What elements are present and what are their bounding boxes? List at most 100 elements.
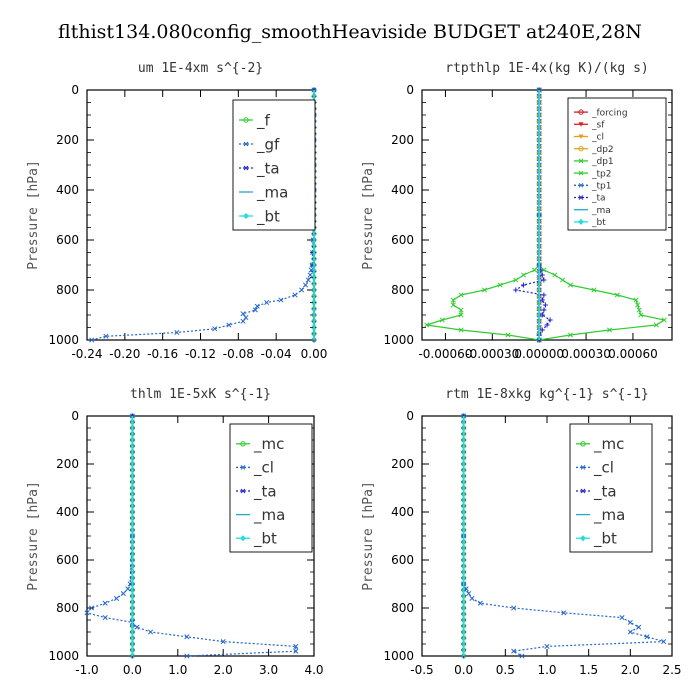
x-tick-label: -1.0 — [75, 663, 98, 677]
y-tick-label: 1000 — [383, 649, 414, 663]
legend-label: _dp2 — [591, 145, 614, 155]
series-ta — [513, 87, 553, 343]
legend-item: _tp1 — [574, 181, 611, 191]
x-tick-label: -0.12 — [185, 347, 216, 361]
legend-label: _ma — [591, 206, 611, 216]
legend-item: _cl — [576, 459, 614, 478]
x-tick-label: 1.0 — [168, 663, 187, 677]
legend-item: _gf — [239, 135, 280, 154]
y-tick-label: 200 — [56, 457, 79, 471]
point-marker — [439, 317, 445, 323]
legend-label: _bt — [253, 529, 277, 548]
legend-item: _cl — [236, 459, 274, 478]
point-marker — [84, 610, 90, 616]
legend-marker — [580, 441, 586, 447]
point-marker — [541, 292, 547, 298]
legend-box — [232, 99, 316, 231]
x-tick-label: 2.0 — [214, 663, 233, 677]
point-marker — [220, 639, 226, 645]
legend-label: _mc — [253, 435, 284, 454]
legend-marker — [580, 488, 586, 494]
legend-label: _ta — [256, 159, 280, 178]
legend-label: _ta — [253, 482, 277, 501]
point-marker — [539, 327, 545, 333]
y-tick-label: 800 — [391, 601, 414, 615]
legend-label: _ma — [593, 506, 625, 525]
legend: _mc _cl _ta _ma _bt — [229, 423, 313, 553]
legend-marker — [580, 465, 586, 470]
y-tick-label: 0 — [406, 409, 414, 423]
x-tick-label: 0.0 — [454, 663, 473, 677]
x-tick-label: -0.16 — [147, 347, 178, 361]
y-tick-label: 600 — [56, 233, 79, 247]
legend-label: _tp2 — [591, 169, 611, 179]
legend-marker — [243, 141, 249, 147]
legend-marker — [578, 109, 584, 115]
point-marker — [299, 287, 305, 293]
x-tick-label: 2.5 — [662, 663, 681, 677]
point-marker — [541, 267, 547, 273]
legend-label: _cl — [591, 133, 604, 143]
legend-item: _ta — [574, 194, 606, 204]
legend: _mc _cl _ta _ma _bt — [569, 423, 653, 553]
legend-item: _mc — [576, 435, 624, 454]
figure-title: flthist134.080config_smoothHeaviside BUD… — [58, 21, 642, 43]
point-marker — [148, 629, 154, 635]
y-tick-label: 600 — [391, 233, 414, 247]
legend-item: _bt — [574, 218, 606, 228]
point-marker — [184, 634, 190, 640]
point-marker — [541, 307, 547, 313]
point-marker — [252, 307, 258, 313]
y-axis-label: Pressure [hPa] — [361, 481, 376, 591]
x-tick-label: -0.5 — [410, 663, 433, 677]
x-tick-label: 0.00030 — [561, 347, 611, 361]
chart-panel-4: rtm 1E-8xkg kg^{-1} s^{-1} Pressure [hPa]… — [361, 387, 682, 677]
legend-label: _forcing — [591, 108, 628, 118]
point-marker — [184, 653, 190, 659]
y-tick-label: 400 — [56, 183, 79, 197]
legend-box — [569, 423, 653, 553]
legend-marker — [578, 218, 584, 225]
legend: _forcing _sf _cl _dp2 _dp1 _tp2 _tp1 _ta _ma _bt — [567, 97, 667, 231]
y-tick-label: 200 — [56, 133, 79, 147]
point-marker — [567, 332, 573, 338]
point-marker — [458, 327, 464, 333]
point-marker — [305, 277, 311, 283]
legend-label: _ma — [256, 183, 288, 202]
point-marker — [627, 619, 633, 625]
point-marker — [212, 326, 218, 332]
legend-label: _bt — [593, 529, 617, 548]
x-tick-label: -0.20 — [109, 347, 140, 361]
y-tick-label: 1000 — [48, 333, 79, 347]
point-marker — [606, 327, 613, 333]
point-marker — [619, 615, 625, 621]
legend-box — [229, 423, 313, 553]
legend-item: _ma — [576, 506, 625, 525]
x-tick-label: -0.00060 — [418, 347, 472, 361]
point-marker — [513, 277, 519, 283]
legend-label: _bt — [591, 218, 606, 228]
point-marker — [636, 624, 642, 630]
point-marker — [264, 299, 270, 306]
x-tick-label: 1.5 — [579, 663, 598, 677]
point-marker — [542, 302, 548, 308]
y-tick-label: 1000 — [383, 333, 414, 347]
legend-marker — [578, 195, 584, 200]
point-marker — [174, 329, 180, 336]
point-marker — [120, 591, 126, 597]
x-tick-label: 0.00 — [301, 347, 328, 361]
point-marker — [513, 287, 519, 293]
legend-item: _ta — [576, 482, 617, 501]
y-tick-label: 0 — [406, 83, 414, 97]
legend-label: _dp1 — [591, 157, 614, 167]
legend-label: _mc — [593, 435, 624, 454]
series-cl — [461, 413, 667, 659]
x-tick-label: -0.08 — [223, 347, 254, 361]
x-tick-label: -0.04 — [261, 347, 292, 361]
legend-marker — [240, 535, 246, 542]
point-marker — [661, 639, 667, 645]
legend-marker — [580, 535, 586, 542]
point-marker — [544, 322, 550, 328]
legend-marker — [240, 441, 246, 447]
point-marker — [243, 314, 249, 321]
